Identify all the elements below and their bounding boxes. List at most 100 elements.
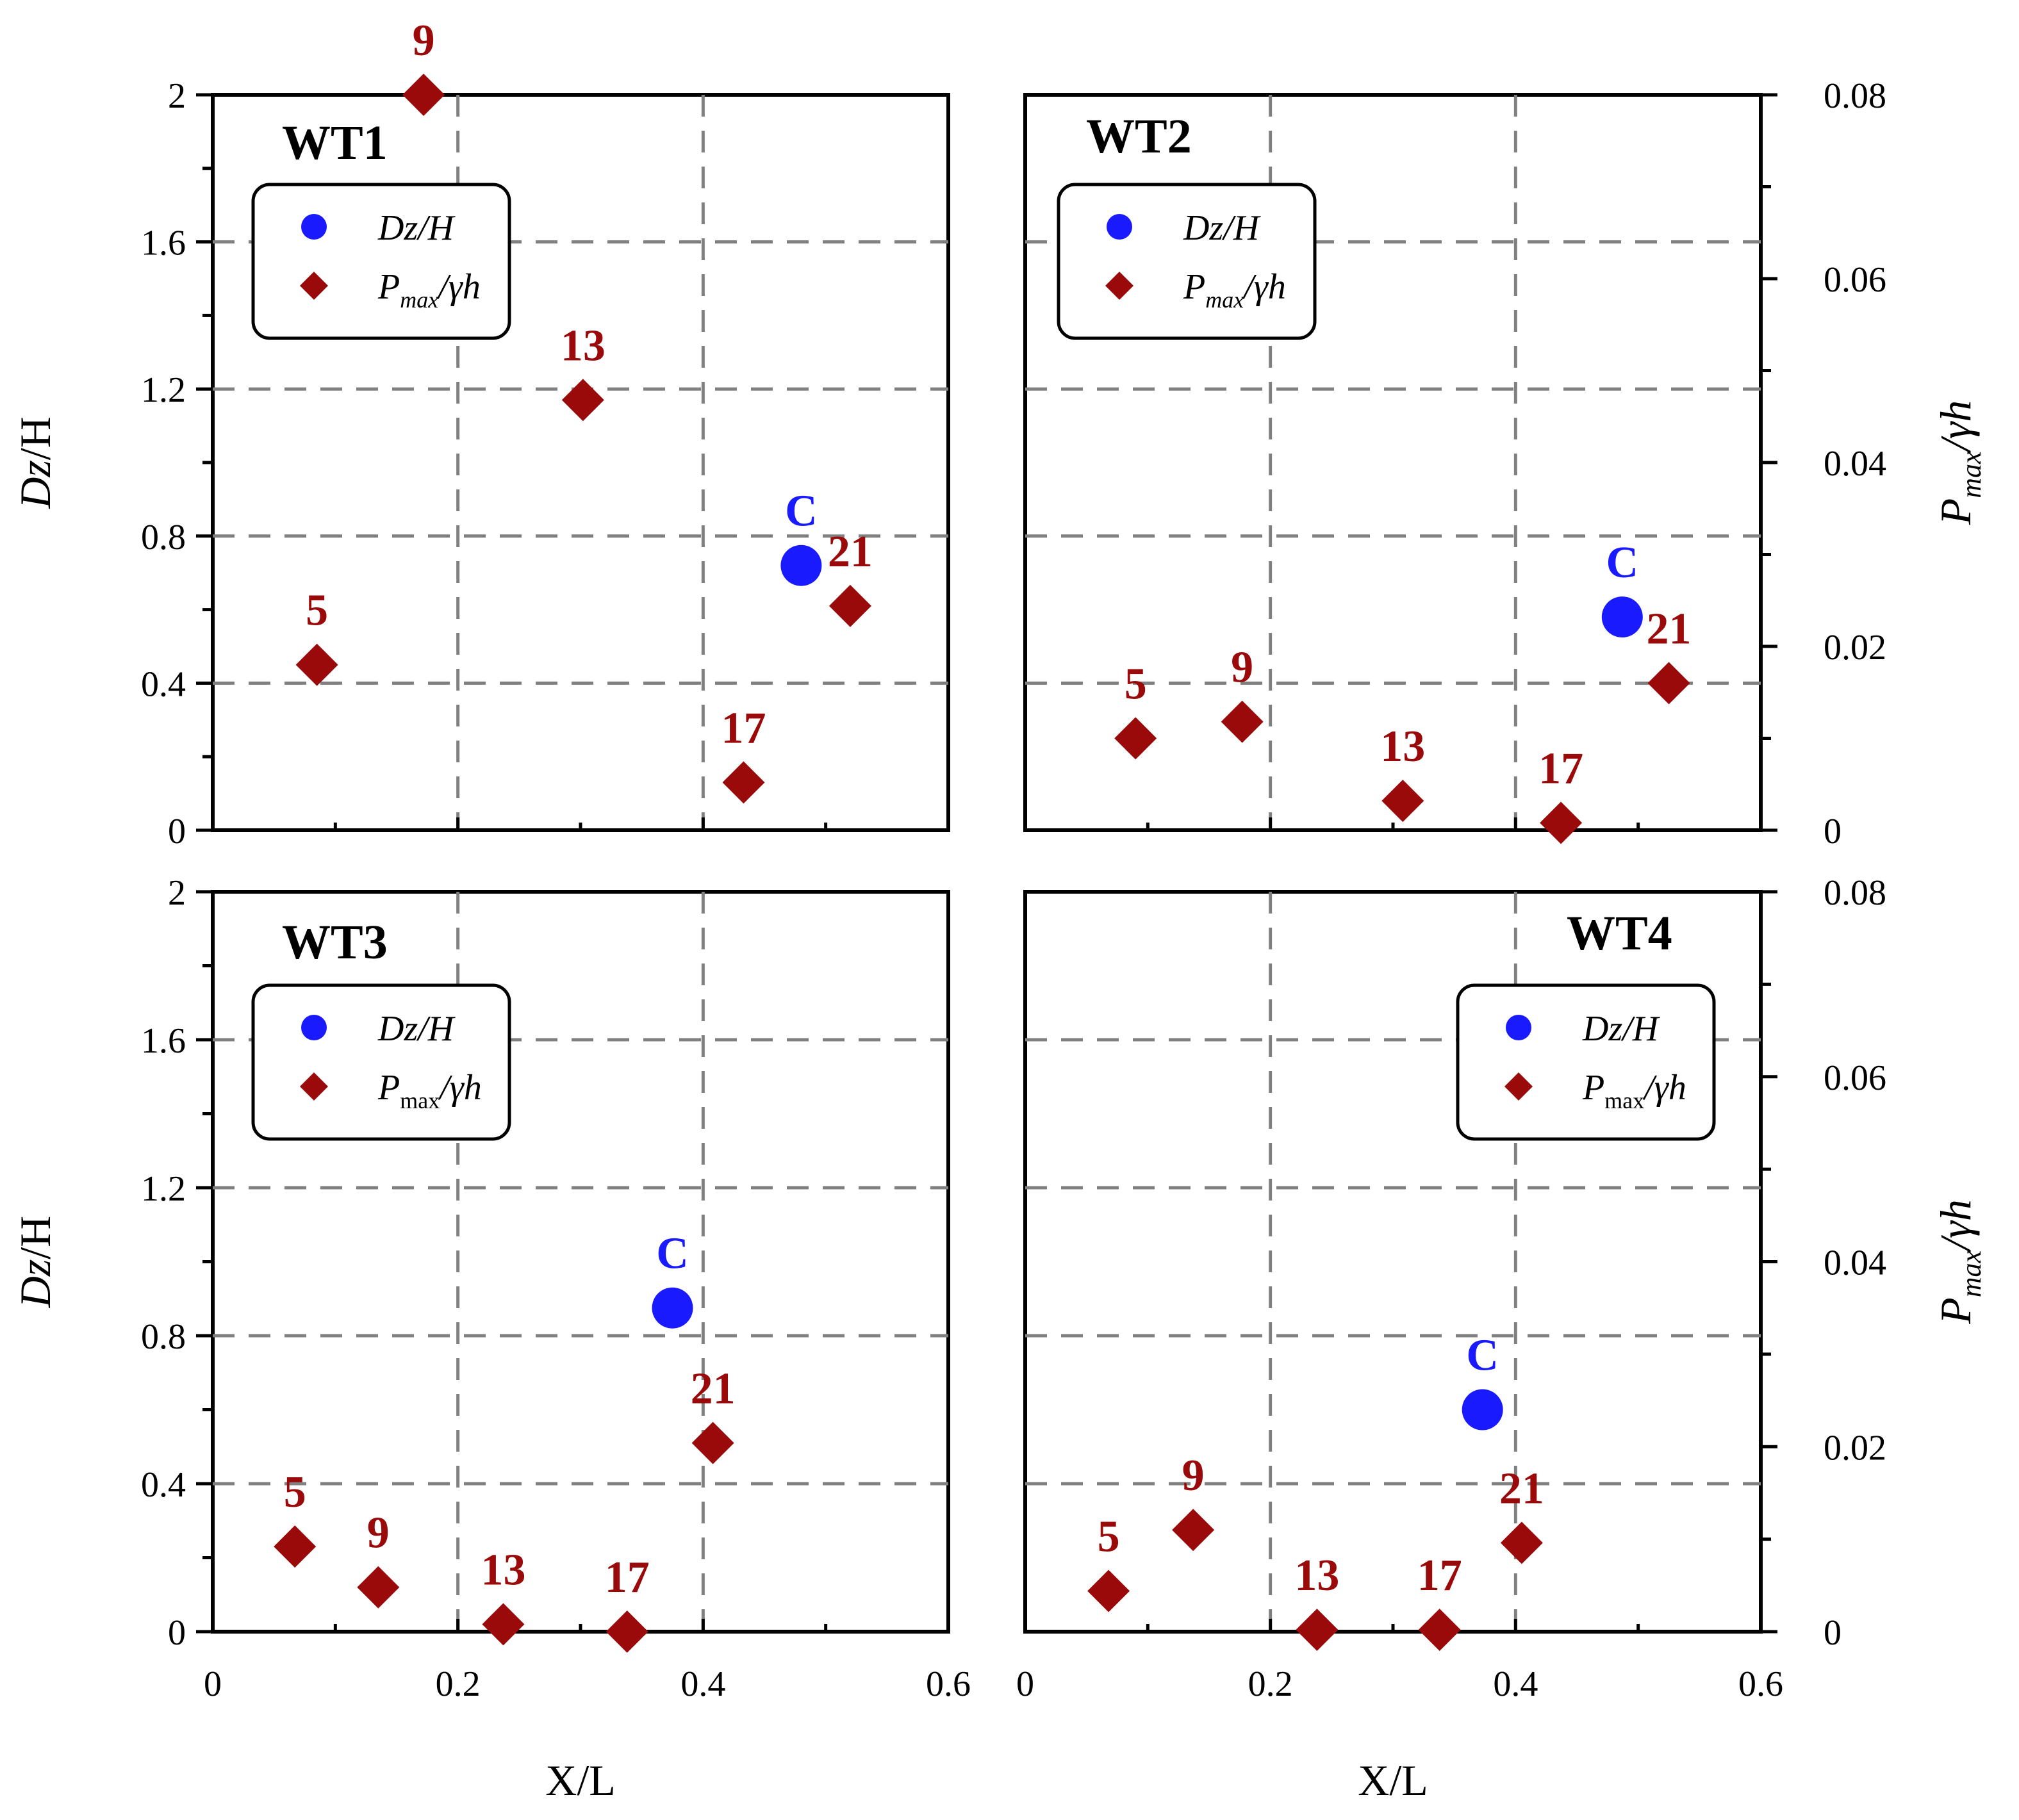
panel-title-wt2: WT2	[1086, 110, 1192, 163]
ytick-label-right-wt4: 0	[1824, 1613, 1842, 1653]
y-axis-title-right-rest: /γh	[1931, 400, 1980, 454]
point-dz-wt1	[780, 545, 822, 586]
y-axis-title-right-sub: max	[1956, 1250, 1987, 1297]
point-label-wt1-13: 13	[561, 321, 606, 370]
ytick-label-left-wt1: 1.6	[141, 224, 186, 263]
point-label-wt4-21: 21	[1499, 1464, 1544, 1513]
legend-label-p-main: P	[1582, 1068, 1604, 1108]
ytick-label-left-wt1: 0.8	[141, 518, 186, 557]
legend-label-p-rest: /γh	[1242, 267, 1286, 307]
legend-label-p-sub: max	[1205, 287, 1244, 313]
point-p-wt3-13	[482, 1603, 525, 1646]
ytick-label-left-wt3: 0.8	[141, 1317, 186, 1357]
xtick-label-wt4: 0.2	[1248, 1664, 1293, 1704]
point-label-wt4-5: 5	[1098, 1512, 1120, 1561]
legend-label-p-rest: /γh	[1642, 1068, 1686, 1108]
ytick-label-right-wt2: 0.02	[1824, 628, 1886, 668]
ytick-label-left-wt1: 0	[168, 812, 186, 851]
ytick-label-right-wt4: 0.02	[1824, 1428, 1886, 1468]
point-label-wt4-9: 9	[1182, 1451, 1205, 1500]
legend-label-dz-main: Dz	[377, 1009, 418, 1049]
y-axis-title-left: Dz/H	[11, 1216, 60, 1309]
legend-label-p-wt3: Pmax/γh	[377, 1068, 482, 1113]
point-label-wt3-13: 13	[481, 1545, 525, 1595]
legend-label-dz-wt3: Dz/H	[377, 1009, 456, 1049]
point-label-wt1-9: 9	[413, 16, 435, 65]
point-p-wt2-21	[1647, 662, 1690, 705]
point-label-wt3-21: 21	[691, 1364, 736, 1413]
point-label-wt1-21: 21	[828, 527, 873, 577]
legend-label-p-wt2: Pmax/γh	[1183, 267, 1286, 313]
y-axis-title-right-sub: max	[1956, 451, 1987, 498]
point-p-wt2-9	[1221, 700, 1264, 743]
ytick-label-right-wt4: 0.06	[1824, 1058, 1886, 1098]
point-label-wt1-C: C	[785, 487, 818, 536]
y-axis-title-right: Pmax/γh	[1931, 400, 1987, 526]
point-p-wt2-5	[1114, 717, 1157, 760]
x-axis-title: X/L	[545, 1756, 616, 1805]
point-label-wt2-C: C	[1606, 538, 1639, 587]
legend-label-p-main: P	[377, 267, 400, 307]
legend-label-dz-rest: /H	[1221, 208, 1261, 248]
tick-marks	[196, 93, 1777, 1634]
legend-label-dz-rest: /H	[416, 1009, 456, 1049]
y-axis-title-left-main: Dz	[11, 460, 60, 509]
point-label-wt2-17: 17	[1538, 744, 1583, 794]
xtick-label-wt3: 0.2	[436, 1664, 481, 1704]
legend-label-p-main: P	[1183, 267, 1205, 307]
y-axis-title-right-main: P	[1931, 1297, 1980, 1325]
y-axis-title-left-rest: /H	[11, 1216, 60, 1259]
point-p-wt2-17	[1540, 801, 1583, 844]
legend-label-dz-wt4: Dz/H	[1582, 1009, 1660, 1049]
point-label-wt4-17: 17	[1417, 1551, 1462, 1600]
legend-label-p-sub: max	[400, 1088, 440, 1113]
point-p-wt4-9	[1172, 1509, 1215, 1552]
panel-title-wt3: WT3	[282, 915, 388, 969]
legend-label-dz-rest: /H	[416, 208, 456, 248]
point-label-wt4-C: C	[1466, 1331, 1499, 1381]
point-p-wt4-21	[1500, 1521, 1543, 1564]
point-label-wt1-17: 17	[721, 703, 766, 753]
ytick-label-left-wt3: 1.2	[141, 1169, 186, 1209]
ytick-label-right-wt2: 0	[1824, 812, 1842, 851]
y-axis-title-left-rest: /H	[11, 416, 60, 460]
y-axis-title-right: Pmax/γh	[1931, 1199, 1987, 1325]
ytick-label-right-wt4: 0.08	[1824, 873, 1886, 913]
y-axis-title-left-main: Dz	[11, 1259, 60, 1309]
legend-marker-dz-wt3	[301, 1015, 327, 1040]
point-label-wt1-5: 5	[306, 586, 328, 635]
y-axis-title-right-main: P	[1931, 498, 1980, 526]
point-dz-wt3	[652, 1287, 693, 1329]
legend-label-dz-main: Dz	[1183, 208, 1223, 248]
point-label-wt3-17: 17	[605, 1553, 650, 1602]
point-p-wt1-21	[828, 584, 871, 627]
ytick-label-left-wt1: 2	[168, 76, 186, 116]
legend-marker-p-wt3	[300, 1072, 328, 1101]
y-axis-title-left: Dz/H	[11, 416, 60, 509]
ytick-label-left-wt1: 0.4	[141, 664, 186, 704]
legend-marker-p-wt2	[1105, 272, 1133, 300]
xtick-label-wt3: 0	[204, 1664, 222, 1704]
legend-label-p-rest: /γh	[436, 267, 481, 307]
point-p-wt1-17	[722, 761, 765, 804]
point-label-wt2-5: 5	[1125, 660, 1147, 709]
legend-label-p-wt1: Pmax/γh	[377, 267, 481, 313]
ytick-label-right-wt2: 0.08	[1824, 76, 1886, 116]
legend-marker-dz-wt4	[1506, 1015, 1531, 1040]
legend-label-p-main: P	[377, 1068, 400, 1108]
legend-box-wt3	[251, 983, 511, 1141]
ytick-label-right-wt2: 0.04	[1824, 444, 1886, 484]
point-dz-wt2	[1601, 596, 1643, 638]
axis-titles: Dz/H Pmax/γh X/L Dz/H X/L Pmax/γh	[11, 400, 1987, 1805]
ytick-label-left-wt1: 1.2	[141, 370, 186, 410]
point-p-wt3-21	[691, 1422, 734, 1464]
legend-label-dz-wt2: Dz/H	[1183, 208, 1261, 248]
point-dz-wt4	[1462, 1389, 1503, 1431]
point-p-wt4-13	[1296, 1609, 1339, 1652]
tick-labels: 0 0.4 0.8 1.2 1.6 2 0 0.02 0.04 0.06 0.08 0 0.4 0.8 1.…	[141, 76, 1886, 1704]
panel-title-wt1: WT1	[282, 116, 388, 170]
x-axis-title: X/L	[1358, 1756, 1428, 1805]
legend-label-p-sub: max	[1604, 1088, 1644, 1113]
xtick-label-wt4: 0.4	[1493, 1664, 1538, 1704]
